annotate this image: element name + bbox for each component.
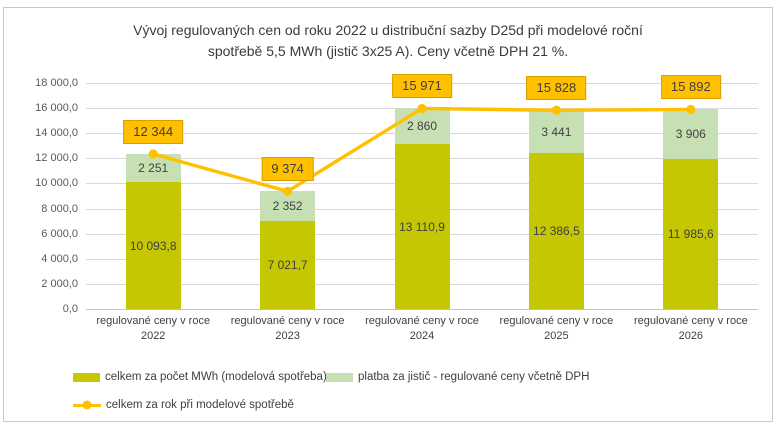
bar-segment-mwh bbox=[260, 220, 316, 309]
total-value-label: 12 344 bbox=[123, 120, 184, 145]
bar-value-label-jistic: 2 352 bbox=[272, 199, 303, 214]
totals-line-chart bbox=[148, 103, 696, 196]
x-axis-line bbox=[86, 309, 758, 310]
line-marker bbox=[551, 105, 561, 115]
y-tick-label: 6 000,0 bbox=[41, 227, 78, 240]
category-label-text: regulované ceny v roce bbox=[365, 315, 479, 327]
chart-title-line-2: spotřebě 5,5 MWh (jistič 3x25 A). Ceny v… bbox=[207, 43, 569, 59]
bar-segment-mwh bbox=[528, 153, 584, 309]
plot-area: 10 093,8 2 251 7 021,7 2 352 13 110,9 2 860 12… bbox=[86, 74, 758, 310]
legend-line-swatch-total bbox=[73, 400, 101, 410]
legend-item-mwh: celkem za počet MWh (modelová spotřeba) bbox=[73, 371, 327, 383]
y-tick-label: 10 000,0 bbox=[35, 177, 78, 190]
legend-item-total: celkem za rok při modelové spotřebě bbox=[73, 399, 294, 411]
y-tick-label: 18 000,0 bbox=[35, 77, 78, 89]
category-label-text: regulované ceny v roce bbox=[633, 315, 748, 327]
bar-value-label-mwh: 13 110,9 bbox=[399, 219, 445, 234]
line-marker bbox=[686, 104, 696, 115]
chart-title: Vývoj regulovaných cen od roku 2022 u di… bbox=[4, 20, 772, 62]
bar-segment-jistic bbox=[663, 109, 719, 159]
bar-segment-jistic bbox=[260, 191, 316, 221]
total-value-label: 15 892 bbox=[660, 75, 721, 100]
bar-value-label-jistic: 2 860 bbox=[406, 119, 438, 134]
category-label: regulované ceny v roce 2023 bbox=[220, 314, 354, 344]
bar-value-label-mwh: 11 985,6 bbox=[667, 226, 714, 241]
line-marker bbox=[417, 103, 427, 114]
total-value-label: 15 971 bbox=[392, 74, 452, 99]
legend-label-jistic: platba za jistič - regulované ceny včetn… bbox=[358, 371, 590, 383]
chart-title-line-1: Vývoj regulovaných cen od roku 2022 u di… bbox=[133, 22, 643, 38]
category-label-year: 2025 bbox=[544, 330, 569, 342]
chart-frame: Vývoj regulovaných cen od roku 2022 u di… bbox=[3, 7, 773, 422]
category-label-text: regulované ceny v roce bbox=[96, 315, 211, 327]
bar-value-label-jistic: 2 251 bbox=[138, 161, 169, 176]
line-marker bbox=[148, 149, 158, 159]
line-marker bbox=[283, 186, 293, 196]
x-axis: regulované ceny v roce 2022 regulované cen… bbox=[86, 314, 758, 344]
legend-line-dot bbox=[82, 400, 92, 410]
legend-label-total: celkem za rok při modelové spotřebě bbox=[106, 399, 294, 411]
trend-line bbox=[151, 106, 693, 194]
y-tick-label: 12 000,0 bbox=[35, 152, 78, 165]
category-label-text: regulované ceny v roce bbox=[230, 315, 345, 327]
y-tick-label: 0,0 bbox=[62, 303, 78, 315]
y-tick-label: 4 000,0 bbox=[41, 252, 78, 265]
bar-segment-mwh bbox=[125, 182, 181, 309]
category-label-text: regulované ceny v roce bbox=[499, 315, 614, 327]
total-value-label: 9 374 bbox=[261, 157, 314, 182]
y-tick-label: 2 000,0 bbox=[41, 277, 78, 290]
total-value-label: 15 828 bbox=[526, 76, 587, 101]
legend-swatch-mwh bbox=[73, 372, 100, 382]
bar-segment-jistic bbox=[528, 110, 584, 154]
bar-segment-mwh bbox=[394, 144, 450, 309]
bar-value-label-mwh: 12 386,5 bbox=[533, 224, 580, 239]
legend-label-mwh: celkem za počet MWh (modelová spotřeba) bbox=[105, 371, 327, 383]
category-label: regulované ceny v roce 2026 bbox=[624, 314, 758, 344]
y-tick-label: 16 000,0 bbox=[35, 102, 78, 115]
category-label-year: 2026 bbox=[678, 330, 704, 342]
category-label: regulované ceny v roce 2022 bbox=[86, 314, 220, 344]
y-tick-label: 14 000,0 bbox=[35, 127, 78, 140]
category-label-year: 2024 bbox=[409, 330, 435, 342]
bar-value-label-jistic: 3 441 bbox=[541, 124, 572, 139]
bar-value-label-mwh: 7 021,7 bbox=[267, 257, 308, 272]
category-label-year: 2023 bbox=[275, 330, 300, 342]
legend-swatch-jistic bbox=[326, 372, 353, 382]
legend-item-jistic: platba za jistič - regulované ceny včetn… bbox=[326, 371, 589, 383]
bar-value-label-mwh: 10 093,8 bbox=[129, 238, 177, 253]
category-label: regulované ceny v roce 2024 bbox=[355, 314, 489, 344]
category-label-year: 2022 bbox=[140, 330, 166, 342]
y-tick-label: 8 000,0 bbox=[41, 202, 78, 215]
bar-segment-mwh bbox=[663, 158, 719, 309]
bar-segment-jistic bbox=[394, 108, 450, 145]
y-axis: 0,0 2 000,0 4 000,0 6 000,0 8 000,0 10 000,0 1… bbox=[6, 77, 78, 315]
bar-value-label-jistic: 3 906 bbox=[675, 126, 706, 141]
category-label: regulované ceny v roce 2025 bbox=[489, 314, 623, 344]
